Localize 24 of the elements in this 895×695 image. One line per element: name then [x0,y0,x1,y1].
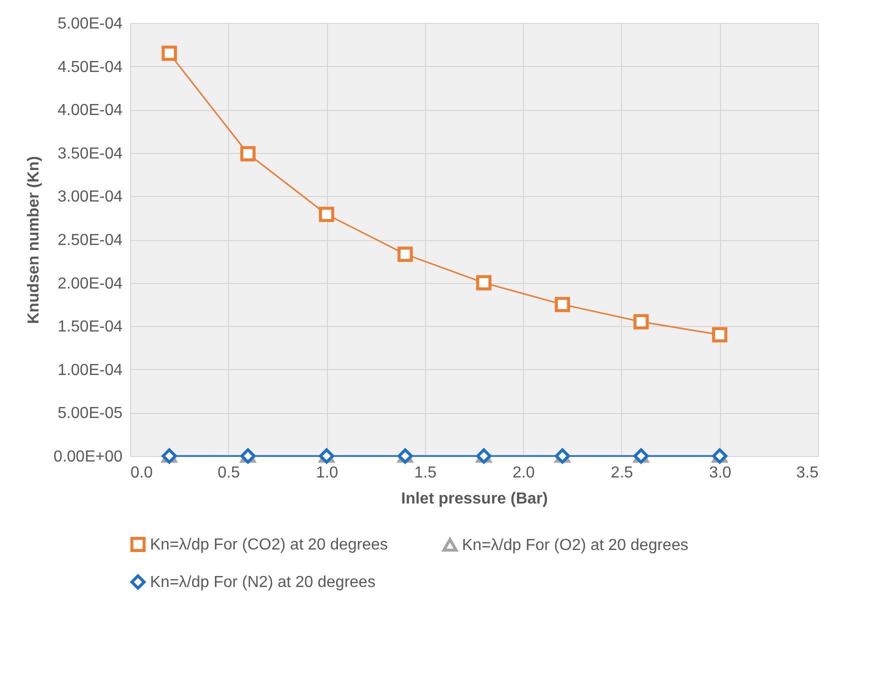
legend-label: Kn=λ/dp For (O2) at 20 degrees [462,536,688,554]
x-tick-label: 1.0 [316,464,338,482]
x-tick-label: 2.0 [512,464,535,482]
x-tick-label: 0.5 [218,464,240,482]
y-tick-label: 1.50E-04 [58,318,123,336]
x-tick-label: 3.5 [796,464,819,482]
x-tick-label: 3.0 [709,464,732,482]
x-tick-label: 1.5 [414,464,437,482]
y-tick-label: 5.00E-05 [58,405,123,422]
x-axis-title: Inlet pressure (Bar) [401,490,548,508]
x-tick-label: 2.5 [610,464,634,482]
y-tick-label: 2.00E-04 [58,275,123,292]
y-tick-label: 1.00E-04 [58,362,123,379]
y-tick-label: 0.00E+00 [54,448,123,466]
y-axis-title: Knudsen number (Kn) [26,156,43,324]
y-tick-label: 4.50E-04 [58,58,123,76]
y-tick-label: 3.50E-04 [58,145,123,162]
legend-label: Kn=λ/dp For (CO2) at 20 degrees [150,536,388,554]
y-tick-label: 4.00E-04 [58,102,123,120]
y-tick-label: 5.00E-04 [58,16,123,32]
legend-label: Kn=λ/dp For (N2) at 20 degrees [150,574,376,591]
y-tick-label: 2.50E-04 [58,232,123,249]
x-tick-label: 0.0 [130,464,153,482]
y-tick-label: 3.00E-04 [58,188,123,206]
